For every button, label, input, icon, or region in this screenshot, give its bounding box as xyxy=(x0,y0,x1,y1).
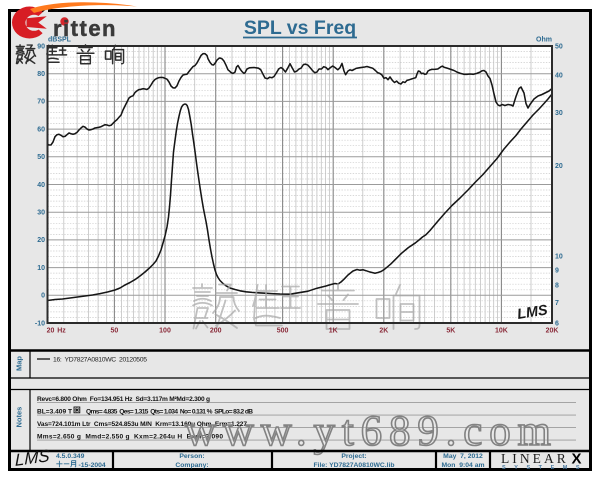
svg-text:LINEAR: LINEAR xyxy=(501,451,569,466)
svg-text:Qms= 4.835 Qes= 1.315 Qts= 1: Qms= 4.835 Qes= 1.315 Qts= 1.034 No= 0.1… xyxy=(86,408,253,415)
svg-text:50: 50 xyxy=(37,154,45,161)
svg-text:dBSPL: dBSPL xyxy=(48,37,72,44)
svg-text:Project:: Project: xyxy=(341,453,366,460)
svg-text:10: 10 xyxy=(555,254,563,261)
svg-text:50: 50 xyxy=(111,328,119,335)
svg-text:www.yt689.com: www.yt689.com xyxy=(185,408,553,455)
svg-text:File: YD7827A0810WC.lib: File: YD7827A0810WC.lib xyxy=(314,462,395,469)
svg-text:Mon 9:04 am: Mon 9:04 am xyxy=(441,462,484,469)
svg-text:Person:: Person: xyxy=(179,453,204,460)
svg-text:Map: Map xyxy=(15,356,24,371)
svg-text:SPL vs Freq: SPL vs Freq xyxy=(244,17,356,39)
svg-text:SYSTEMS: SYSTEMS xyxy=(502,465,585,471)
svg-text:X: X xyxy=(572,451,582,468)
svg-text:40: 40 xyxy=(37,182,45,189)
svg-text:Ohm: Ohm xyxy=(536,37,552,44)
svg-text:10K: 10K xyxy=(495,328,508,335)
svg-text:0: 0 xyxy=(41,293,45,300)
svg-text:-15-2004: -15-2004 xyxy=(79,462,106,469)
svg-text:30: 30 xyxy=(555,110,563,117)
svg-text:50: 50 xyxy=(555,43,563,50)
svg-text:LMS: LMS xyxy=(516,302,549,323)
svg-text:Vas=724.101m Ltr Cms=524.853u: Vas=724.101m Ltr Cms=524.853u M/N Krm=13… xyxy=(37,421,247,428)
svg-text:90: 90 xyxy=(37,43,45,50)
svg-text:10: 10 xyxy=(37,265,45,272)
svg-text:4.5.0.349: 4.5.0.349 xyxy=(56,453,85,460)
svg-text:May 7, 2012: May 7, 2012 xyxy=(443,453,483,460)
svg-text:70: 70 xyxy=(37,99,45,106)
svg-text:8: 8 xyxy=(555,283,559,290)
svg-text:100: 100 xyxy=(159,328,171,335)
svg-text:Revc=6.800 Ohm Fo=134.951 Hz: Revc=6.800 Ohm Fo=134.951 Hz Sd=3.117m M… xyxy=(37,396,210,403)
svg-text:Company:: Company: xyxy=(175,462,208,469)
svg-text:5K: 5K xyxy=(446,328,455,335)
svg-text:40: 40 xyxy=(555,73,563,80)
svg-text:20: 20 xyxy=(37,237,45,244)
svg-text:ritten: ritten xyxy=(53,16,117,41)
svg-text:80: 80 xyxy=(37,71,45,78)
svg-text:Hz: Hz xyxy=(57,328,66,335)
svg-text:7: 7 xyxy=(555,300,559,307)
svg-text:500: 500 xyxy=(277,328,289,335)
svg-text:30: 30 xyxy=(37,210,45,217)
svg-text:1K: 1K xyxy=(329,328,338,335)
svg-text:6: 6 xyxy=(555,320,559,327)
svg-text:BL=3.409 T: BL=3.409 T xyxy=(37,408,72,415)
svg-text:60: 60 xyxy=(37,126,45,133)
svg-text:-10: -10 xyxy=(35,320,45,327)
svg-text:20: 20 xyxy=(555,163,563,170)
svg-text:20K: 20K xyxy=(546,328,559,335)
svg-text:2K: 2K xyxy=(379,328,388,335)
svg-text:20: 20 xyxy=(47,328,55,335)
svg-text:Notes: Notes xyxy=(15,407,24,428)
svg-text:200: 200 xyxy=(210,328,222,335)
svg-text:Mms=2.650 g Mmd=2.550 g Kxm=: Mms=2.650 g Mmd=2.550 g Kxm=2.264u H Exm… xyxy=(37,433,223,440)
svg-text:9: 9 xyxy=(555,267,559,274)
svg-text:16: YD7827A0810WC 20120505: 16: YD7827A0810WC 20120505 xyxy=(53,357,147,364)
